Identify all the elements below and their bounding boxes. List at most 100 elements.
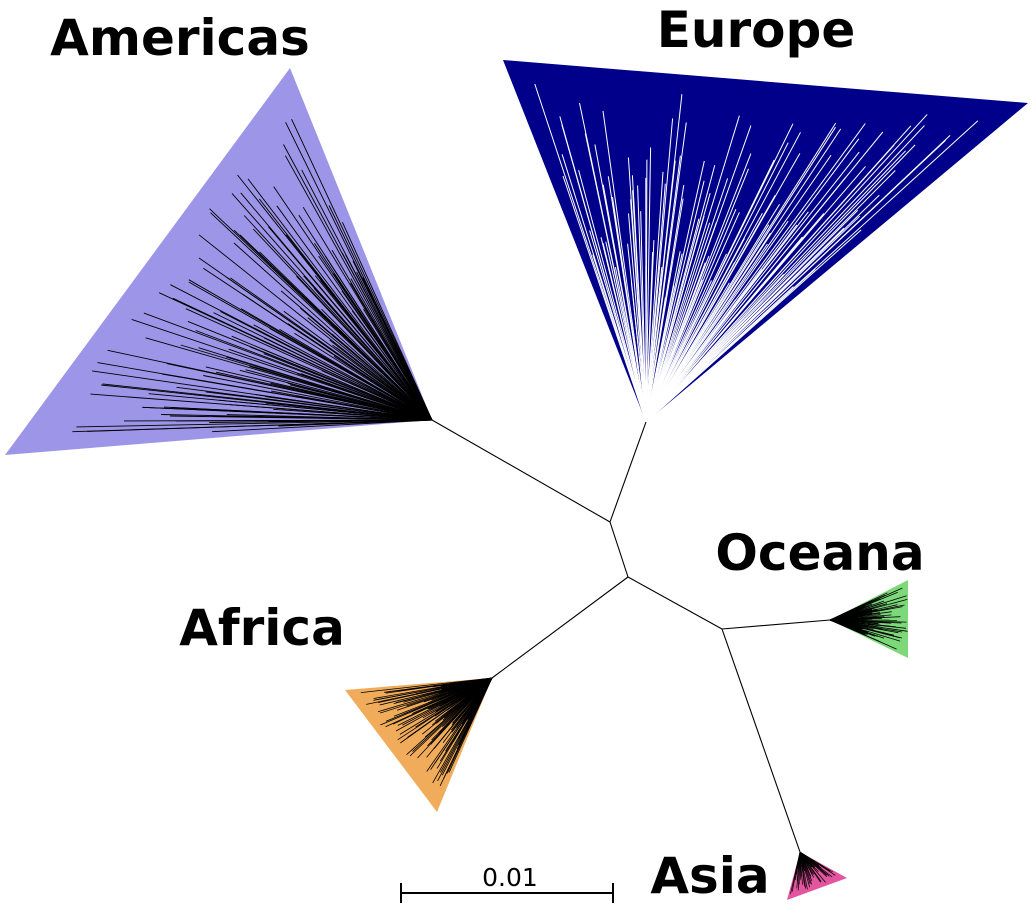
leaf-branch bbox=[198, 234, 433, 421]
leaf-branch bbox=[321, 370, 433, 421]
leaf-branch bbox=[283, 310, 433, 421]
leaf-branch bbox=[212, 419, 433, 433]
leaf-branch bbox=[640, 211, 647, 423]
leaf-branch bbox=[645, 180, 705, 423]
leaf-branch bbox=[645, 178, 729, 423]
leaf-branch bbox=[645, 125, 752, 423]
leaf-branch bbox=[645, 115, 740, 423]
leaf-branch bbox=[645, 193, 711, 423]
leaf-branch bbox=[294, 332, 433, 421]
oceana-leaf-branches bbox=[829, 587, 908, 650]
leaf-branch bbox=[314, 275, 433, 421]
leaf-branch bbox=[645, 195, 776, 423]
label-africa: Africa bbox=[179, 599, 345, 657]
leaf-branch bbox=[645, 118, 674, 423]
leaf-branch bbox=[645, 176, 847, 423]
leaf-branch bbox=[166, 363, 433, 421]
scale-bar bbox=[400, 883, 614, 903]
leaf-branch bbox=[631, 175, 647, 423]
edge-central bbox=[609, 521, 629, 578]
leaf-branch bbox=[602, 110, 647, 423]
leaf-branch bbox=[562, 175, 647, 423]
leaf-branch bbox=[252, 228, 433, 421]
leaf-branch bbox=[645, 153, 752, 423]
leaf-branch bbox=[273, 408, 433, 421]
leaf-branch bbox=[645, 147, 652, 423]
leaf-branch bbox=[131, 318, 433, 421]
leaf-branch bbox=[584, 133, 647, 423]
leaf-branch bbox=[285, 155, 433, 421]
leaf-branch bbox=[645, 154, 832, 423]
africa-leaf-branches bbox=[360, 677, 493, 787]
leaf-branch bbox=[360, 677, 493, 693]
leaf-branch bbox=[212, 415, 433, 421]
leaf-branch bbox=[203, 375, 433, 421]
leaf-branch bbox=[290, 384, 433, 421]
americas-leaf-branches bbox=[72, 119, 433, 433]
leaf-branch bbox=[645, 114, 928, 423]
leaf-branch bbox=[145, 337, 433, 421]
leaf-branch bbox=[645, 125, 912, 423]
leaf-branch bbox=[341, 222, 433, 421]
leaf-branch bbox=[645, 123, 794, 423]
leaf-branch bbox=[645, 166, 866, 423]
label-asia: Asia bbox=[650, 847, 769, 905]
leaf-branch bbox=[180, 344, 433, 421]
leaf-branch bbox=[645, 140, 946, 423]
leaf-branch bbox=[188, 281, 433, 421]
leaf-branch bbox=[578, 169, 647, 423]
leaf-branch bbox=[170, 284, 433, 421]
leaf-branch bbox=[645, 198, 684, 423]
leaf-branch bbox=[645, 240, 655, 423]
leaf-branch bbox=[341, 290, 433, 421]
leaf-branch bbox=[594, 144, 647, 423]
leaf-branch bbox=[645, 151, 860, 423]
leaf-branch bbox=[233, 242, 433, 421]
leaf-branch bbox=[645, 164, 716, 423]
leaf-branch bbox=[645, 276, 791, 423]
leaf-branch bbox=[76, 419, 433, 428]
leaf-branch bbox=[645, 160, 676, 423]
leaf-branch bbox=[645, 168, 749, 423]
leaf-branch bbox=[627, 243, 647, 423]
leaf-branch bbox=[645, 160, 705, 423]
leaf-branch bbox=[276, 205, 433, 421]
label-americas: Americas bbox=[50, 9, 310, 67]
leaf-branch bbox=[158, 292, 433, 421]
asia-leaf-branches bbox=[790, 851, 836, 894]
leaf-branch bbox=[645, 125, 925, 423]
leaf-branch bbox=[630, 199, 647, 423]
leaf-branch bbox=[645, 209, 737, 423]
edge-oceana bbox=[721, 619, 831, 630]
leaf-branch bbox=[203, 267, 433, 421]
europe-leaf-branches bbox=[534, 83, 979, 423]
leaf-branch bbox=[210, 212, 433, 421]
leaf-branch bbox=[645, 229, 862, 423]
leaf-branch bbox=[247, 178, 433, 421]
scale-bar-label: 0.01 bbox=[482, 863, 538, 892]
leaf-branch bbox=[380, 677, 493, 726]
leaf-branch bbox=[198, 257, 433, 421]
leaf-branch bbox=[645, 144, 916, 423]
leaf-branch bbox=[645, 220, 789, 423]
leaf-branch bbox=[645, 215, 861, 423]
leaf-branch bbox=[559, 116, 647, 423]
leaf-branch bbox=[307, 317, 433, 421]
label-oceana: Oceana bbox=[715, 524, 924, 582]
leaf-branch bbox=[148, 393, 433, 421]
leaf-branch bbox=[142, 406, 433, 421]
leaf-branch bbox=[645, 128, 842, 423]
leaf-branch bbox=[231, 193, 433, 421]
leaf-branch bbox=[799, 851, 833, 873]
leaf-branch bbox=[592, 254, 647, 423]
edge-americas bbox=[431, 419, 611, 523]
leaf-branch bbox=[240, 192, 433, 421]
label-europe: Europe bbox=[657, 1, 855, 59]
leaf-branch bbox=[645, 122, 837, 423]
leaf-branch bbox=[645, 171, 664, 423]
leaf-branch bbox=[363, 308, 433, 421]
leaf-branch bbox=[301, 169, 433, 421]
leaf-branch bbox=[291, 119, 433, 421]
edge-africa bbox=[491, 576, 629, 679]
